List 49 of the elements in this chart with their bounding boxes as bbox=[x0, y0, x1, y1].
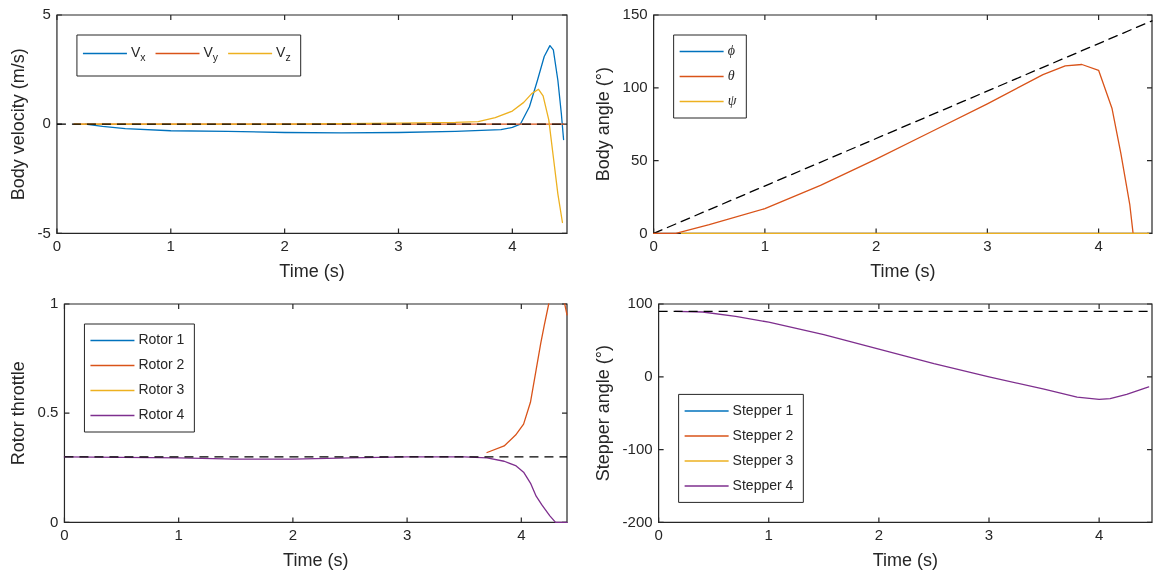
y-tick-label: 5 bbox=[42, 5, 51, 23]
y-tick-label: -5 bbox=[37, 223, 51, 241]
x-tick-label: 2 bbox=[288, 525, 298, 543]
legend-label: Stepper 4 bbox=[732, 476, 794, 493]
x-tick-label: 1 bbox=[760, 236, 770, 254]
x-tick-label: 4 bbox=[517, 525, 526, 543]
x-tick-label: 3 bbox=[983, 236, 992, 254]
y-tick-label: 0 bbox=[50, 512, 59, 530]
legend-label: ψ bbox=[727, 93, 737, 109]
x-tick-label: 3 bbox=[984, 525, 994, 543]
x-tick-label: 2 bbox=[871, 236, 881, 254]
y-tick-label: 50 bbox=[630, 150, 648, 168]
legend-label: Rotor 2 bbox=[138, 356, 185, 373]
y-axis-title: Body angle (°) bbox=[592, 67, 613, 182]
x-tick-label: 4 bbox=[1094, 236, 1103, 254]
x-tick-label: 1 bbox=[166, 236, 175, 254]
y-tick-label: 100 bbox=[622, 77, 648, 95]
x-tick-label: 1 bbox=[764, 525, 773, 543]
y-tick-label: 0 bbox=[639, 223, 648, 241]
legend-label: Stepper 2 bbox=[732, 426, 794, 443]
x-axis-title: Time (s) bbox=[872, 550, 938, 571]
y-axis-title: Rotor throttle bbox=[7, 361, 28, 466]
x-axis-title: Time (s) bbox=[279, 261, 345, 282]
x-tick-label: 4 bbox=[508, 236, 517, 254]
legend-label: ϕ bbox=[727, 43, 735, 59]
x-axis-title: Time (s) bbox=[870, 261, 936, 282]
x-axis-title: Time (s) bbox=[283, 550, 349, 571]
y-tick-label: 100 bbox=[627, 294, 653, 312]
x-tick-label: 4 bbox=[1094, 525, 1104, 543]
legend-label: Stepper 1 bbox=[732, 401, 794, 418]
y-tick-label: 0 bbox=[644, 366, 653, 384]
x-tick-label: 3 bbox=[402, 525, 412, 543]
x-tick-label: 2 bbox=[874, 525, 884, 543]
legend-label: Rotor 1 bbox=[138, 331, 185, 348]
legend-label: θ bbox=[727, 68, 735, 84]
legend-label: Rotor 3 bbox=[138, 381, 185, 398]
legend-label: Stepper 3 bbox=[732, 451, 794, 468]
y-tick-label: 150 bbox=[622, 5, 648, 23]
legend-label: Rotor 4 bbox=[138, 406, 185, 423]
y-axis-title: Stepper angle (°) bbox=[592, 345, 613, 482]
y-axis-title: Body velocity (m/s) bbox=[7, 48, 28, 201]
x-tick-label: 3 bbox=[394, 236, 403, 254]
y-tick-label: 0 bbox=[42, 114, 51, 132]
y-tick-label: -100 bbox=[622, 439, 653, 457]
x-tick-label: 2 bbox=[280, 236, 289, 254]
y-tick-label: 1 bbox=[50, 294, 59, 312]
x-tick-label: 1 bbox=[174, 525, 183, 543]
y-tick-label: 0.5 bbox=[37, 403, 59, 421]
y-tick-label: -200 bbox=[622, 512, 653, 530]
